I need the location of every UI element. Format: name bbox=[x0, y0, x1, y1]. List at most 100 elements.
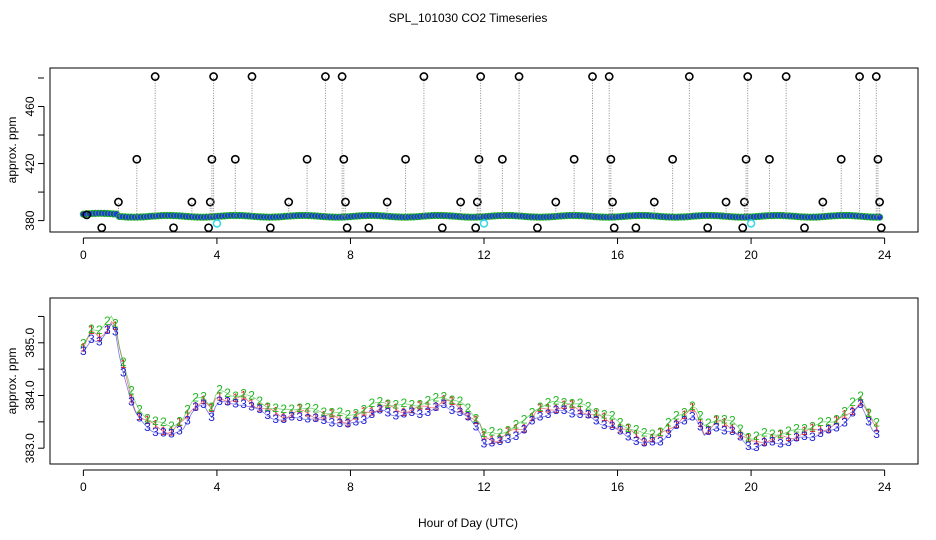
series-glyph-1: 1 bbox=[160, 424, 167, 438]
series-glyph-2: 2 bbox=[280, 402, 287, 416]
series-glyph-2: 2 bbox=[617, 415, 624, 429]
spike-point bbox=[114, 197, 123, 207]
series-glyph-1: 1 bbox=[457, 401, 464, 415]
series-glyph-1: 1 bbox=[561, 398, 568, 412]
bottom-x-axis: 0 4 8 12 16 20 24 bbox=[80, 469, 892, 494]
x-axis-label: Hour of Day (UTC) bbox=[418, 516, 518, 530]
series-glyph-1: 1 bbox=[673, 417, 680, 431]
top-x-tick-label: 12 bbox=[477, 248, 491, 262]
bottom-panel-frame bbox=[49, 297, 919, 465]
series-glyph-2: 2 bbox=[360, 402, 367, 416]
series-glyph-3: 3 bbox=[232, 397, 239, 411]
series-glyph-1: 1 bbox=[497, 432, 504, 446]
series-glyph-3: 3 bbox=[809, 430, 816, 444]
series-glyph-1: 1 bbox=[232, 391, 239, 405]
series-glyph-2: 2 bbox=[184, 402, 191, 416]
series-glyph-3: 3 bbox=[200, 397, 207, 411]
series-glyph-1: 1 bbox=[641, 434, 648, 448]
spike-point bbox=[302, 154, 312, 164]
top-y-axis-label: approx. ppm bbox=[5, 117, 19, 184]
series-glyph-1: 1 bbox=[793, 430, 800, 444]
series-glyph-3: 3 bbox=[449, 403, 456, 417]
series-glyph-2: 2 bbox=[216, 383, 223, 397]
top-x-tick-label: 8 bbox=[347, 248, 354, 262]
series-glyph-3: 3 bbox=[168, 427, 175, 441]
series-glyph-2: 2 bbox=[553, 394, 560, 408]
series-glyph-3: 3 bbox=[360, 413, 367, 427]
series-glyph-2: 2 bbox=[112, 317, 119, 331]
series-glyph-3: 3 bbox=[585, 408, 592, 422]
series-glyph-3: 3 bbox=[545, 407, 552, 421]
series-glyph-1: 1 bbox=[80, 340, 87, 354]
series-glyph-3: 3 bbox=[577, 407, 584, 421]
series-glyph-2: 2 bbox=[729, 413, 736, 427]
series-glyph-3: 3 bbox=[769, 435, 776, 449]
series-glyph-2: 2 bbox=[417, 398, 424, 412]
series-glyph-2: 2 bbox=[849, 395, 856, 409]
series-glyph-2: 2 bbox=[465, 401, 472, 415]
series-glyph-1: 1 bbox=[200, 393, 207, 407]
bottom-y-tick-label: 385.0 bbox=[23, 327, 37, 357]
series-glyph-2: 2 bbox=[833, 412, 840, 426]
series-glyph-3: 3 bbox=[873, 427, 880, 441]
series-glyph-1: 1 bbox=[593, 407, 600, 421]
series-glyph-1: 1 bbox=[240, 389, 247, 403]
series-glyph-2: 2 bbox=[352, 406, 359, 420]
series-glyph-3: 3 bbox=[849, 406, 856, 420]
series-glyph-2: 2 bbox=[769, 427, 776, 441]
spike-point bbox=[471, 223, 481, 233]
bottom-x-tick-label: 12 bbox=[477, 480, 491, 494]
series-glyph-3: 3 bbox=[128, 395, 135, 409]
series-glyph-1: 1 bbox=[433, 399, 440, 413]
series-glyph-1: 1 bbox=[569, 398, 576, 412]
series-glyph-2: 2 bbox=[312, 402, 319, 416]
spike-point bbox=[497, 154, 507, 164]
cyan-marker bbox=[212, 219, 222, 228]
series-glyph-3: 3 bbox=[617, 423, 624, 437]
series-glyph-2: 2 bbox=[825, 414, 832, 428]
spike-point bbox=[132, 154, 142, 164]
spike-point bbox=[205, 197, 215, 207]
series-glyph-2: 2 bbox=[489, 425, 496, 439]
top-panel-marks bbox=[79, 72, 886, 233]
spike-point bbox=[321, 72, 330, 81]
series-glyph-1: 1 bbox=[409, 402, 416, 416]
series-glyph-2: 2 bbox=[497, 426, 504, 440]
series-glyph-1: 1 bbox=[425, 399, 432, 413]
series-glyph-1: 1 bbox=[753, 433, 760, 447]
spike-point bbox=[631, 223, 641, 233]
series-glyph-3: 3 bbox=[216, 394, 223, 408]
series-glyph-2: 2 bbox=[304, 400, 311, 414]
series-glyph-3: 3 bbox=[561, 403, 568, 417]
series-glyph-2: 2 bbox=[817, 415, 824, 429]
series-glyph-2: 2 bbox=[721, 412, 728, 426]
series-glyph-3: 3 bbox=[224, 394, 231, 408]
spike-point bbox=[876, 223, 886, 233]
series-glyph-1: 1 bbox=[224, 394, 231, 408]
top-x-tick-label: 24 bbox=[878, 248, 892, 262]
series-glyph-2: 2 bbox=[777, 427, 784, 441]
series-glyph-3: 3 bbox=[865, 415, 872, 429]
series-glyph-1: 1 bbox=[857, 394, 864, 408]
series-glyph-2: 2 bbox=[625, 421, 632, 435]
series-glyph-3: 3 bbox=[457, 405, 464, 419]
series-glyph-3: 3 bbox=[88, 332, 95, 346]
series-glyph-2: 2 bbox=[537, 400, 544, 414]
spike-point bbox=[743, 72, 753, 81]
series-glyph-3: 3 bbox=[80, 344, 87, 358]
series-glyph-2: 2 bbox=[136, 402, 143, 416]
bottom-x-tick-label: 8 bbox=[347, 480, 354, 494]
series-glyph-2: 2 bbox=[409, 397, 416, 411]
series-glyph-2: 2 bbox=[649, 427, 656, 441]
series-glyph-2: 2 bbox=[801, 421, 808, 435]
spike-point bbox=[533, 223, 542, 233]
spike-point bbox=[588, 72, 597, 81]
series-glyph-2: 2 bbox=[224, 386, 231, 400]
top-x-tick-label: 20 bbox=[744, 248, 758, 262]
series-glyph-3: 3 bbox=[657, 434, 664, 448]
series-glyph-3: 3 bbox=[272, 412, 279, 426]
series-glyph-2: 2 bbox=[320, 405, 327, 419]
bottom-x-tick-label: 16 bbox=[611, 480, 625, 494]
series-glyph-1: 1 bbox=[104, 322, 111, 336]
